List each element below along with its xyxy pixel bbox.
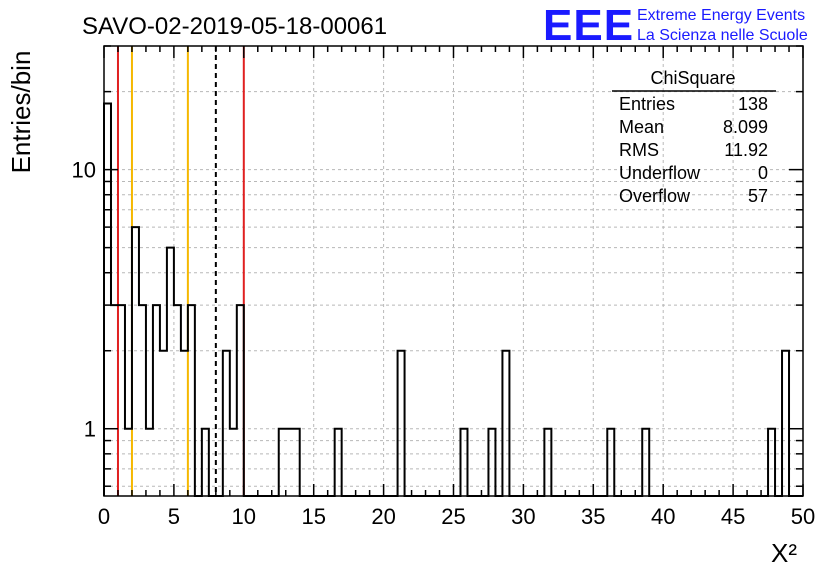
x-tick-label: 30	[511, 504, 535, 529]
stats-value-mean: 8.099	[723, 117, 768, 137]
stats-label-rms: RMS	[619, 140, 659, 160]
stats-label-entries: Entries	[619, 94, 675, 114]
stats-label-underflow: Underflow	[619, 163, 701, 183]
stats-value-overflow: 57	[748, 186, 768, 206]
x-tick-label: 25	[441, 504, 465, 529]
x-tick-label: 50	[791, 504, 815, 529]
stats-label-mean: Mean	[619, 117, 664, 137]
x-tick-label: 45	[721, 504, 745, 529]
stats-label-overflow: Overflow	[619, 186, 691, 206]
y-axis-title: Entries/bin	[6, 51, 36, 174]
chart-title: SAVO-02-2019-05-18-00061	[82, 13, 387, 40]
y-axis: 1 10	[72, 45, 803, 487]
x-tick-label: 5	[168, 504, 180, 529]
eee-logo-mark: EEE	[543, 1, 634, 50]
x-axis: 0 5 10 15 20 25 30 35 40 45 50	[98, 46, 815, 529]
eee-logo: EEE Extreme Energy Events La Scienza nel…	[543, 1, 808, 50]
stats-name: ChiSquare	[650, 68, 735, 88]
stats-value-rms: 11.92	[724, 140, 768, 160]
stats-box: ChiSquare Entries 138 Mean 8.099 RMS 11.92 Und…	[612, 68, 776, 206]
x-axis-title: X²	[771, 538, 797, 568]
x-tick-label: 10	[232, 504, 256, 529]
x-tick-label: 15	[301, 504, 325, 529]
stats-value-entries: 138	[738, 94, 768, 114]
y-tick-label: 10	[72, 158, 96, 183]
logo-line-1: Extreme Energy Events	[637, 7, 805, 24]
x-tick-label: 40	[651, 504, 675, 529]
stats-value-underflow: 0	[758, 163, 768, 183]
y-tick-label: 1	[84, 417, 96, 442]
x-tick-label: 20	[371, 504, 395, 529]
x-tick-label: 35	[581, 504, 605, 529]
x-tick-label: 0	[98, 504, 110, 529]
logo-line-2: La Scienza nelle Scuole	[637, 27, 808, 44]
